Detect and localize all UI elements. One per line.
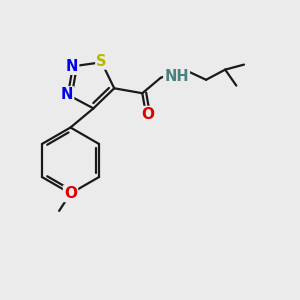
Text: N: N xyxy=(61,87,73,102)
Text: O: O xyxy=(141,107,154,122)
Text: NH: NH xyxy=(164,69,189,84)
Text: N: N xyxy=(66,59,78,74)
Text: O: O xyxy=(64,186,77,201)
Text: S: S xyxy=(96,54,107,69)
